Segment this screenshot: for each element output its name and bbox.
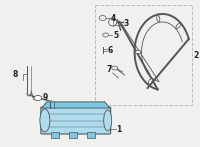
FancyBboxPatch shape: [41, 107, 111, 134]
Text: 9: 9: [43, 93, 48, 102]
FancyBboxPatch shape: [87, 132, 95, 138]
Text: 4: 4: [111, 14, 116, 22]
Text: 3: 3: [124, 19, 129, 27]
Polygon shape: [42, 102, 110, 108]
Ellipse shape: [34, 96, 42, 101]
Text: 6: 6: [108, 46, 113, 55]
Ellipse shape: [104, 110, 112, 131]
FancyBboxPatch shape: [69, 132, 77, 138]
Text: 2: 2: [193, 51, 199, 60]
Ellipse shape: [40, 109, 50, 132]
Text: 1: 1: [117, 125, 122, 133]
Text: 5: 5: [114, 30, 119, 40]
FancyBboxPatch shape: [51, 132, 59, 138]
Text: 7: 7: [107, 65, 112, 74]
Ellipse shape: [157, 16, 160, 21]
Text: 8: 8: [13, 70, 18, 78]
Circle shape: [109, 18, 117, 26]
Ellipse shape: [148, 79, 152, 84]
Ellipse shape: [176, 24, 180, 29]
Ellipse shape: [135, 51, 141, 54]
